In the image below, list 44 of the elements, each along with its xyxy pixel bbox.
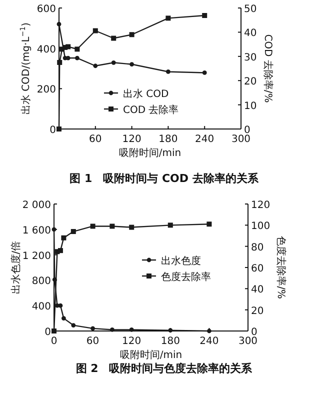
text: 图 1 吸附时间与 COD 去除率的关系 xyxy=(70,172,260,185)
x-tick-label: 180 xyxy=(158,134,178,145)
y-tick-label: 400 xyxy=(32,302,51,313)
y-tick-label: 0 xyxy=(44,327,51,338)
y2-tick-label: 0 xyxy=(251,327,258,338)
y-tick-label: 600 xyxy=(36,4,56,15)
x-tick-label: 180 xyxy=(160,336,180,347)
y2-tick-label: 60 xyxy=(251,264,264,274)
y-tick-label: 200 xyxy=(36,84,56,96)
x-axis-title: 吸附时间/min xyxy=(118,147,182,159)
y2-axis-title: COD 去除率/% xyxy=(262,34,274,103)
y2-axis-title: 色度去除率/% xyxy=(275,236,287,299)
text: 图 2 吸附时间与色度去除率的关系 xyxy=(76,362,254,375)
y2-tick-label: 10 xyxy=(244,100,257,112)
y2-tick-label: 50 xyxy=(244,4,257,15)
x-tick-label: 300 xyxy=(231,134,251,145)
y2-tick-label: 20 xyxy=(251,306,264,317)
x-tick-label: 240 xyxy=(200,336,219,347)
y2-tick-label: 0 xyxy=(244,125,250,136)
y2-tick-label: 20 xyxy=(244,76,257,88)
y-tick-label: 1 200 xyxy=(22,250,51,262)
y2-tick-label: 80 xyxy=(251,242,264,254)
legend-label: COD 去除率 xyxy=(123,104,179,116)
y2-tick-label: 30 xyxy=(244,52,257,64)
y2-tick-label: 40 xyxy=(244,28,257,40)
y2-tick-label: 40 xyxy=(251,284,264,296)
x-tick-label: 60 xyxy=(86,336,100,347)
x-tick-label: 60 xyxy=(89,134,102,145)
y2-tick-label: 100 xyxy=(251,221,270,232)
y-tick-label: 400 xyxy=(36,44,56,56)
x-tick-label: 300 xyxy=(238,336,258,347)
y-tick-label: 800 xyxy=(32,276,51,288)
x-tick-label: 120 xyxy=(122,134,142,145)
x-axis-title: 吸附时间/min xyxy=(120,349,182,361)
legend-label: 色度去除率 xyxy=(161,271,211,283)
x-tick-label: 120 xyxy=(122,336,142,347)
y-axis-title: 出水色度/倍 xyxy=(10,240,22,294)
x-tick-label: 240 xyxy=(195,134,214,145)
y-tick-label: 1 600 xyxy=(22,225,51,236)
legend-label: 出水色度 xyxy=(161,255,201,267)
y-tick-label: 0 xyxy=(50,125,56,136)
legend-label: 出水 COD xyxy=(123,88,170,100)
y-tick-label: 2 000 xyxy=(22,200,51,211)
y2-tick-label: 120 xyxy=(251,200,270,211)
